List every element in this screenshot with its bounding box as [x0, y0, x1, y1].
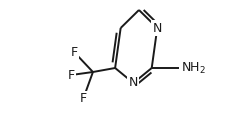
Text: NH$_2$: NH$_2$ — [181, 60, 206, 76]
Text: F: F — [70, 46, 78, 58]
Text: N: N — [129, 77, 138, 89]
Text: N: N — [153, 22, 162, 34]
Text: F: F — [68, 69, 75, 81]
Text: F: F — [80, 91, 87, 105]
